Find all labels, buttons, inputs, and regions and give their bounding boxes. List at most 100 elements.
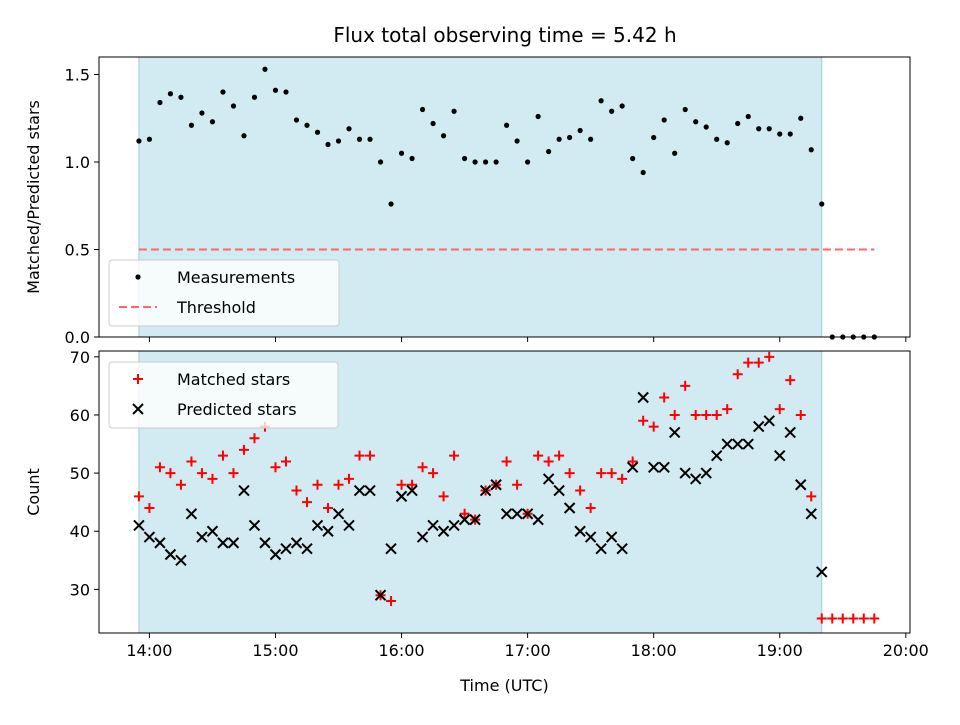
matched-stars-point bbox=[585, 502, 596, 513]
measurement-point bbox=[546, 148, 552, 155]
predicted-stars-point bbox=[710, 449, 723, 462]
matched-stars-point bbox=[564, 468, 575, 479]
predicted-stars-point bbox=[542, 473, 555, 485]
measurement-point bbox=[167, 91, 174, 97]
predicted-stars-point bbox=[500, 508, 513, 520]
measurement-point bbox=[766, 126, 772, 132]
predicted-stars-point bbox=[364, 484, 376, 497]
matched-stars-point bbox=[207, 473, 218, 484]
matched-stars-point bbox=[764, 351, 775, 362]
matched-stars-point bbox=[228, 468, 239, 479]
predicted-stars-point bbox=[227, 537, 240, 549]
predicted-stars-point bbox=[616, 542, 628, 555]
predicted-stars-point bbox=[311, 519, 324, 532]
matched-stars-point bbox=[354, 450, 365, 461]
bottom-axes-frame bbox=[98, 350, 911, 634]
predicted-stars-point bbox=[816, 566, 828, 578]
measurement-point bbox=[808, 147, 814, 153]
predicted-stars-point bbox=[269, 548, 282, 561]
measurement-point bbox=[377, 159, 384, 165]
matched-stars-point bbox=[396, 479, 407, 490]
measurement-point bbox=[230, 103, 237, 109]
predicted-stars-point bbox=[448, 519, 460, 532]
measurement-point bbox=[220, 89, 226, 95]
matched-stars-point bbox=[806, 491, 817, 502]
measurement-point bbox=[356, 136, 363, 142]
legend-matched-swatch bbox=[133, 374, 143, 384]
bottom-xtick-label: 18:00 bbox=[631, 641, 677, 660]
matched-stars-point bbox=[217, 450, 228, 461]
matched-stars-point bbox=[743, 357, 754, 368]
predicted-stars-point bbox=[605, 531, 618, 543]
matched-stars-point bbox=[365, 450, 376, 461]
predicted-stars-point bbox=[689, 473, 702, 485]
top-legend-label: Threshold bbox=[176, 298, 256, 317]
matched-stars-point bbox=[407, 479, 418, 490]
top-legend-box bbox=[108, 259, 340, 327]
measurement-point bbox=[514, 138, 520, 144]
measurement-point bbox=[504, 122, 510, 128]
matched-stars-point bbox=[575, 485, 586, 496]
predicted-stars-point bbox=[458, 513, 471, 526]
top-ytick-label: 0.5 bbox=[65, 241, 90, 260]
matched-stars-point bbox=[659, 392, 670, 403]
matched-stars-point bbox=[270, 462, 281, 473]
measurement-point bbox=[251, 94, 258, 100]
predicted-stars-point bbox=[521, 508, 534, 520]
predicted-stars-point bbox=[248, 519, 261, 532]
predicted-stars-point bbox=[595, 542, 607, 555]
legend-measurement-swatch bbox=[135, 274, 141, 280]
predicted-stars-point bbox=[427, 519, 439, 532]
matched-stars-point bbox=[302, 497, 313, 508]
matched-stars-point bbox=[680, 380, 691, 391]
bottom-xtick-label: 19:00 bbox=[757, 641, 803, 660]
bottom-legend-label: Matched stars bbox=[177, 370, 290, 389]
matched-stars-point bbox=[774, 404, 785, 415]
measurement-point bbox=[724, 140, 730, 146]
predicted-stars-point bbox=[343, 519, 355, 532]
matched-stars-point bbox=[627, 456, 638, 467]
measurement-point bbox=[241, 133, 247, 139]
predicted-stars-point bbox=[700, 467, 712, 479]
matched-stars-point bbox=[449, 450, 460, 461]
top-legend: Measurements Threshold bbox=[108, 259, 340, 327]
matched-stars-point bbox=[816, 613, 827, 624]
measurement-point bbox=[262, 66, 268, 72]
matched-stars-point bbox=[386, 596, 397, 607]
measurement-point bbox=[556, 136, 562, 142]
measurement-point bbox=[798, 115, 804, 121]
measurement-point bbox=[640, 169, 646, 176]
measurement-point bbox=[314, 129, 321, 135]
measurement-point bbox=[651, 134, 657, 141]
predicted-stars-point bbox=[259, 537, 271, 549]
measurement-point bbox=[440, 133, 447, 139]
measurement-point bbox=[661, 117, 667, 123]
measurement-point bbox=[777, 131, 783, 137]
matched-stars-point bbox=[690, 409, 701, 420]
bottom-xtick-label: 15:00 bbox=[252, 641, 298, 660]
predicted-stars-point bbox=[416, 531, 429, 543]
matched-stars-point bbox=[722, 404, 733, 415]
measurement-point bbox=[619, 103, 625, 109]
measurement-point bbox=[609, 108, 615, 114]
matched-stars-point bbox=[165, 468, 176, 479]
measurement-point bbox=[409, 155, 415, 162]
matched-stars-point bbox=[333, 479, 344, 490]
measurement-point bbox=[283, 89, 289, 95]
predicted-stars-point bbox=[637, 391, 649, 404]
matched-stars-point bbox=[323, 502, 334, 513]
matched-stars-point bbox=[175, 479, 186, 490]
predicted-stars-point bbox=[626, 461, 639, 473]
measurement-point bbox=[745, 113, 751, 120]
predicted-stars-point bbox=[217, 537, 229, 549]
predicted-stars-point bbox=[763, 415, 775, 427]
matched-stars-point bbox=[732, 369, 743, 380]
bottom-ytick-label: 40 bbox=[70, 522, 90, 541]
measurement-point bbox=[682, 106, 688, 113]
predicted-stars-point bbox=[574, 525, 586, 537]
bottom-ytick-label: 60 bbox=[70, 406, 90, 425]
measurement-point bbox=[598, 98, 604, 104]
matched-stars-point bbox=[428, 468, 439, 479]
measurement-point bbox=[272, 87, 279, 93]
